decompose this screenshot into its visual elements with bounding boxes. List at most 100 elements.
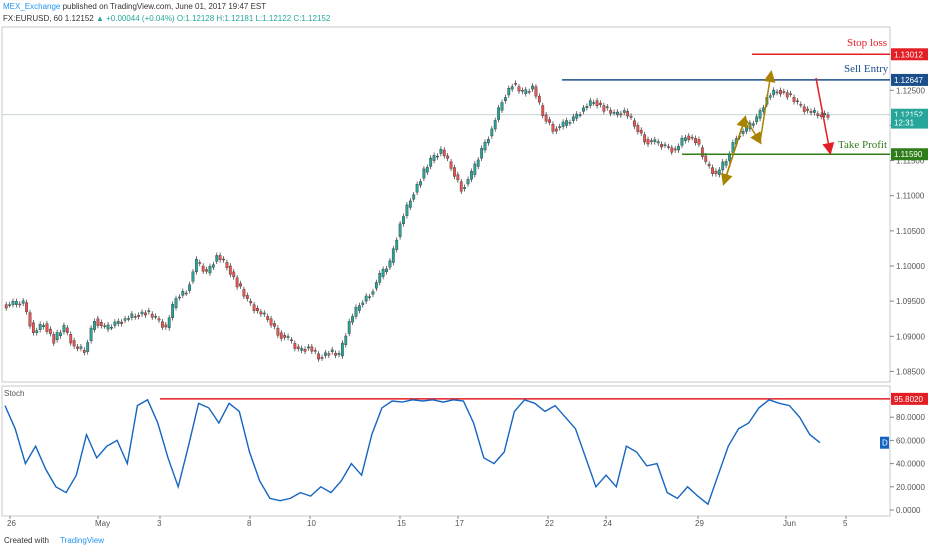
- candle-body: [293, 343, 297, 349]
- candle-body: [106, 324, 110, 330]
- trade-arrows: [721, 70, 835, 186]
- time-tick-label: 24: [603, 519, 612, 528]
- candle-body: [643, 134, 647, 143]
- candle-body: [419, 181, 422, 186]
- stoch-tick-label: 60.0000: [896, 436, 925, 445]
- time-axis[interactable]: 26 May 3 8 10 15 17 22 24 29 Jun 5: [7, 516, 848, 528]
- chart-canvas[interactable]: Stop loss Sell Entry Take Profit 1.12500…: [0, 0, 932, 528]
- candle-body: [18, 303, 22, 306]
- stoch-tick-label: 40.0000: [896, 460, 925, 469]
- candle-body: [113, 321, 117, 326]
- price-tick-label: 1.11000: [896, 192, 925, 201]
- candle-body: [507, 88, 511, 96]
- candle-body: [93, 321, 96, 330]
- candle-body: [198, 262, 202, 264]
- candle-body: [629, 115, 633, 118]
- candle-body: [779, 90, 782, 95]
- candle-body: [344, 335, 348, 345]
- candle-body: [171, 304, 174, 318]
- candle-body: [700, 147, 704, 157]
- candle-body: [453, 167, 456, 177]
- candle-body: [361, 302, 365, 305]
- publisher-link[interactable]: MEX_Exchange: [3, 2, 61, 11]
- created-with-text: Created with: [4, 536, 49, 545]
- candle-body: [25, 302, 28, 312]
- price-tag-sell_entry: [891, 73, 928, 86]
- candle-body: [558, 126, 562, 128]
- candle-body: [480, 148, 484, 159]
- sell-entry-label: Sell Entry: [844, 63, 889, 75]
- candle-body: [120, 321, 124, 324]
- candle-body: [473, 163, 477, 175]
- candle-body: [619, 113, 623, 116]
- candle-body: [188, 284, 191, 291]
- candle-body: [755, 116, 759, 123]
- candle-body: [127, 318, 130, 320]
- candle-body: [215, 255, 219, 262]
- candle-body: [150, 313, 154, 318]
- arrow-up-1: [723, 115, 748, 184]
- candle-body: [466, 179, 470, 185]
- candle-body: [201, 265, 205, 272]
- candle-body: [575, 113, 579, 119]
- candle-body: [799, 104, 803, 106]
- candle-body: [483, 141, 487, 151]
- candle-body: [503, 97, 507, 102]
- price-tick-label: 1.09000: [896, 332, 925, 341]
- candle-body: [449, 161, 453, 169]
- candle-body: [707, 163, 711, 167]
- candle-body: [646, 139, 650, 145]
- candle-body: [721, 161, 725, 171]
- price-tick-label: 1.08500: [896, 367, 925, 376]
- candle-body: [497, 107, 500, 120]
- candle-body: [728, 153, 731, 161]
- time-tick-label: Jun: [783, 519, 796, 528]
- candle-body: [351, 316, 354, 323]
- stop-loss-label: Stop loss: [847, 37, 887, 49]
- candle-body: [374, 282, 378, 289]
- candle-body: [422, 168, 426, 179]
- chart-frame: [1, 26, 891, 517]
- candle-body: [324, 352, 327, 356]
- candle-body: [313, 350, 317, 352]
- candle-body: [28, 312, 32, 327]
- candle-body: [561, 121, 565, 127]
- candle-body: [279, 332, 283, 339]
- candle-body: [442, 149, 446, 157]
- candle-body: [463, 187, 467, 189]
- candle-body: [184, 292, 188, 295]
- candle-body: [177, 296, 181, 299]
- candle-body: [35, 330, 39, 333]
- candle-body: [357, 305, 361, 311]
- stoch-pane-border: [1, 385, 891, 517]
- candle-body: [711, 167, 714, 174]
- candle-body: [167, 317, 171, 329]
- candle-body: [45, 323, 49, 332]
- symbol-line: FX:EURUSD, 60 1.12152 ▲ +0.00044 (+0.04%…: [3, 14, 330, 23]
- candle-body: [194, 258, 198, 273]
- candle-body: [340, 342, 344, 357]
- candle-body: [531, 85, 534, 90]
- candle-body: [626, 111, 630, 117]
- candle-body: [256, 307, 259, 312]
- candle-body: [612, 112, 616, 114]
- footer: Created with TradingView: [0, 528, 932, 550]
- candle-body: [76, 346, 79, 349]
- candle-body: [354, 306, 358, 317]
- tradingview-brand[interactable]: TradingView: [60, 536, 105, 545]
- candle-body: [724, 161, 728, 166]
- price-axis[interactable]: 1.125001.120001.115001.110001.105001.100…: [890, 86, 925, 376]
- candle-body: [72, 340, 76, 347]
- price-tag-label: 1.13012: [894, 50, 923, 59]
- candle-body: [714, 170, 718, 174]
- candle-body: [181, 291, 185, 296]
- candle-body: [633, 120, 636, 127]
- candle-body: [622, 110, 626, 113]
- candle-body: [578, 114, 582, 116]
- stoch-tag-level: [891, 392, 928, 405]
- candle-body: [524, 89, 528, 94]
- candle-body: [21, 300, 25, 304]
- candle-body: [487, 139, 490, 144]
- candle-body: [704, 155, 708, 162]
- chart-header: MEX_Exchange published on TradingView.co…: [0, 0, 932, 26]
